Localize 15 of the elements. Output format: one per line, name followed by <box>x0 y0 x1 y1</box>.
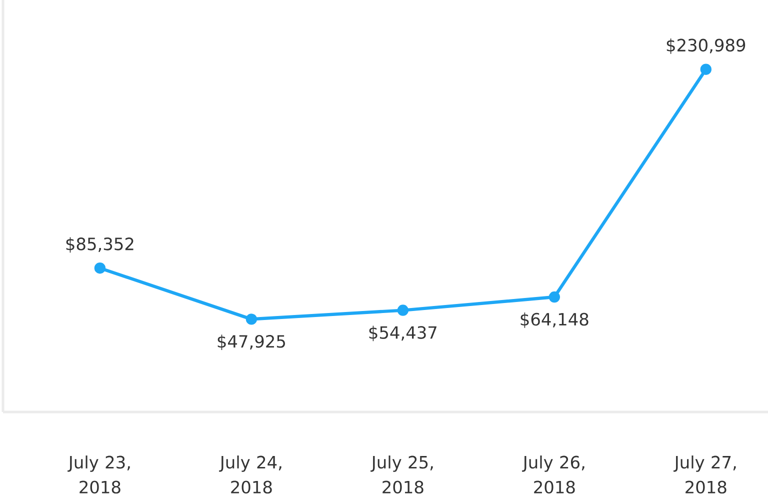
point <box>246 314 258 325</box>
point <box>397 304 409 316</box>
point <box>94 262 106 274</box>
x-tick-label: July 24, 2018 <box>219 456 282 494</box>
data-label: $230,989 <box>666 38 746 54</box>
point <box>548 291 560 303</box>
x-tick-label: July 25, 2018 <box>370 456 433 494</box>
point <box>700 64 712 75</box>
data-label: $47,925 <box>218 334 285 350</box>
x-tick-label: July 27, 2018 <box>674 456 736 494</box>
x-tick-label: July 23, 2018 <box>68 456 130 494</box>
data-label: $85,352 <box>66 237 134 253</box>
data-label: $64,148 <box>520 312 588 328</box>
data-label: $54,437 <box>369 326 436 342</box>
x-tick-label: July 26, 2018 <box>522 456 584 494</box>
